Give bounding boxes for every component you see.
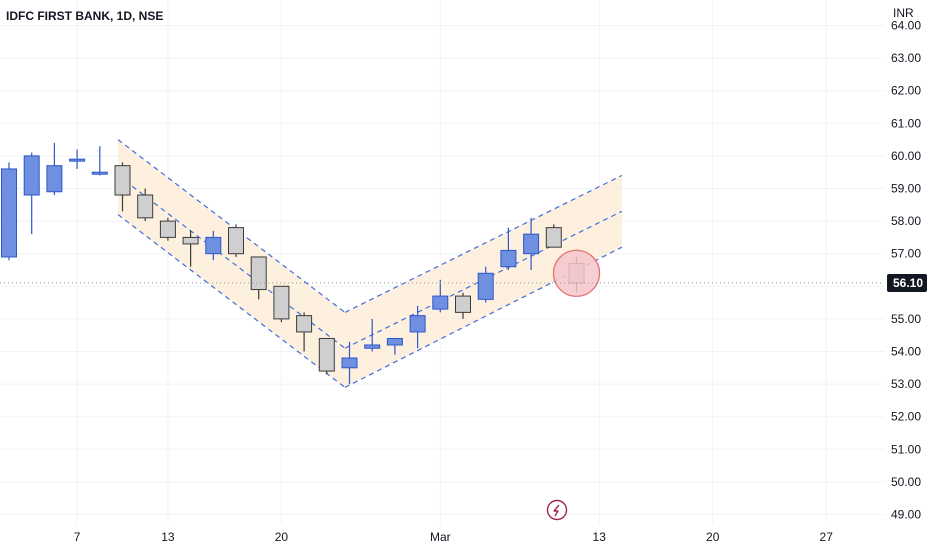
- channel-line-ascending-upper: [344, 174, 623, 313]
- current-price-tag-background: [887, 274, 927, 293]
- y-tick-label: 64.00: [891, 19, 921, 33]
- y-tick-label: 54.00: [891, 345, 921, 359]
- candle-body: [523, 233, 540, 255]
- channel-fill: [117, 139, 622, 388]
- channel-line-descending-lower: [117, 214, 346, 388]
- candle-body: [159, 220, 176, 238]
- candle: [69, 149, 86, 169]
- currency-label: INR: [893, 6, 914, 20]
- symbol-title[interactable]: IDFC FIRST BANK, 1D, NSE: [6, 9, 163, 23]
- candle-body: [318, 337, 335, 372]
- x-tick-label: 20: [706, 530, 720, 544]
- x-tick-label: 20: [275, 530, 289, 544]
- candle: [137, 188, 154, 222]
- candle: [205, 230, 222, 261]
- current-price-tag: 56.10: [887, 274, 927, 293]
- candle-body: [137, 194, 154, 219]
- x-tick-label: 13: [593, 530, 607, 544]
- y-tick-label: 53.00: [891, 377, 921, 391]
- candle-body: [114, 165, 131, 196]
- lightning-icon[interactable]: [546, 499, 568, 521]
- y-tick-label: 55.00: [891, 312, 921, 326]
- channel-fill-descending: [117, 139, 345, 388]
- candle: [386, 337, 403, 355]
- y-tick-label: 59.00: [891, 182, 921, 196]
- y-tick-label: 61.00: [891, 116, 921, 130]
- candle-body: [1, 168, 17, 258]
- candle: [23, 152, 40, 235]
- candle-body: [205, 236, 222, 255]
- channel-line-descending-upper: [117, 139, 346, 313]
- y-tick-label: 52.00: [891, 410, 921, 424]
- x-tick-label: 27: [820, 530, 834, 544]
- candle-body: [500, 249, 517, 268]
- candle: [182, 230, 199, 267]
- candle: [296, 312, 313, 352]
- channel-line-ascending-lower: [344, 246, 623, 388]
- y-tick-label: 60.00: [891, 149, 921, 163]
- candle-body: [364, 344, 381, 349]
- y-tick-label: 57.00: [891, 247, 921, 261]
- candle: [159, 217, 176, 241]
- candle-body: [545, 227, 562, 248]
- x-tick-label: 13: [161, 530, 175, 544]
- candle-body: [23, 155, 40, 196]
- candle: [409, 305, 426, 349]
- candle-body: [46, 165, 63, 193]
- highlight-circle: [552, 249, 601, 297]
- candle-body: [409, 315, 426, 333]
- candle: [364, 318, 381, 352]
- candle: [341, 341, 358, 385]
- candle-body: [273, 285, 290, 320]
- candle-body: [455, 295, 471, 313]
- candle-body: [69, 158, 86, 162]
- candle: [432, 279, 449, 313]
- candle: [228, 224, 244, 257]
- candle: [455, 292, 471, 319]
- candle: [46, 142, 63, 196]
- candle: [500, 227, 517, 270]
- candle: [1, 162, 17, 261]
- candle-body: [296, 315, 313, 333]
- candle: [91, 146, 108, 176]
- x-tick-label: Mar: [430, 530, 451, 544]
- candle: [250, 256, 267, 300]
- candle: [545, 224, 562, 248]
- candle-body: [182, 236, 199, 245]
- candle-body: [91, 171, 108, 175]
- y-tick-label: 50.00: [891, 475, 921, 489]
- candle: [114, 162, 131, 212]
- candle-body: [477, 272, 494, 300]
- y-tick-label: 58.00: [891, 214, 921, 228]
- y-tick-label: 63.00: [891, 51, 921, 65]
- current-price-label: 56.10: [893, 276, 923, 290]
- highlight-marker: [552, 249, 601, 297]
- y-tick-label: 51.00: [891, 442, 921, 456]
- y-tick-label: 49.00: [891, 508, 921, 522]
- candle-body: [386, 337, 403, 346]
- candle: [477, 266, 494, 303]
- x-tick-label: 7: [74, 530, 81, 544]
- y-tick-label: 62.00: [891, 84, 921, 98]
- candle: [523, 217, 540, 270]
- candle-body: [432, 295, 449, 310]
- price-axis[interactable]: 49.0050.0051.0052.0053.0054.0055.0056.00…: [891, 19, 921, 522]
- candle: [318, 337, 335, 375]
- candle-body: [228, 227, 244, 255]
- time-axis[interactable]: 7 13 20 Mar 13 20 27: [74, 530, 833, 544]
- candle-body: [341, 357, 358, 369]
- grid-lines: [0, 0, 884, 524]
- candle-body: [250, 256, 267, 291]
- candle: [273, 285, 290, 323]
